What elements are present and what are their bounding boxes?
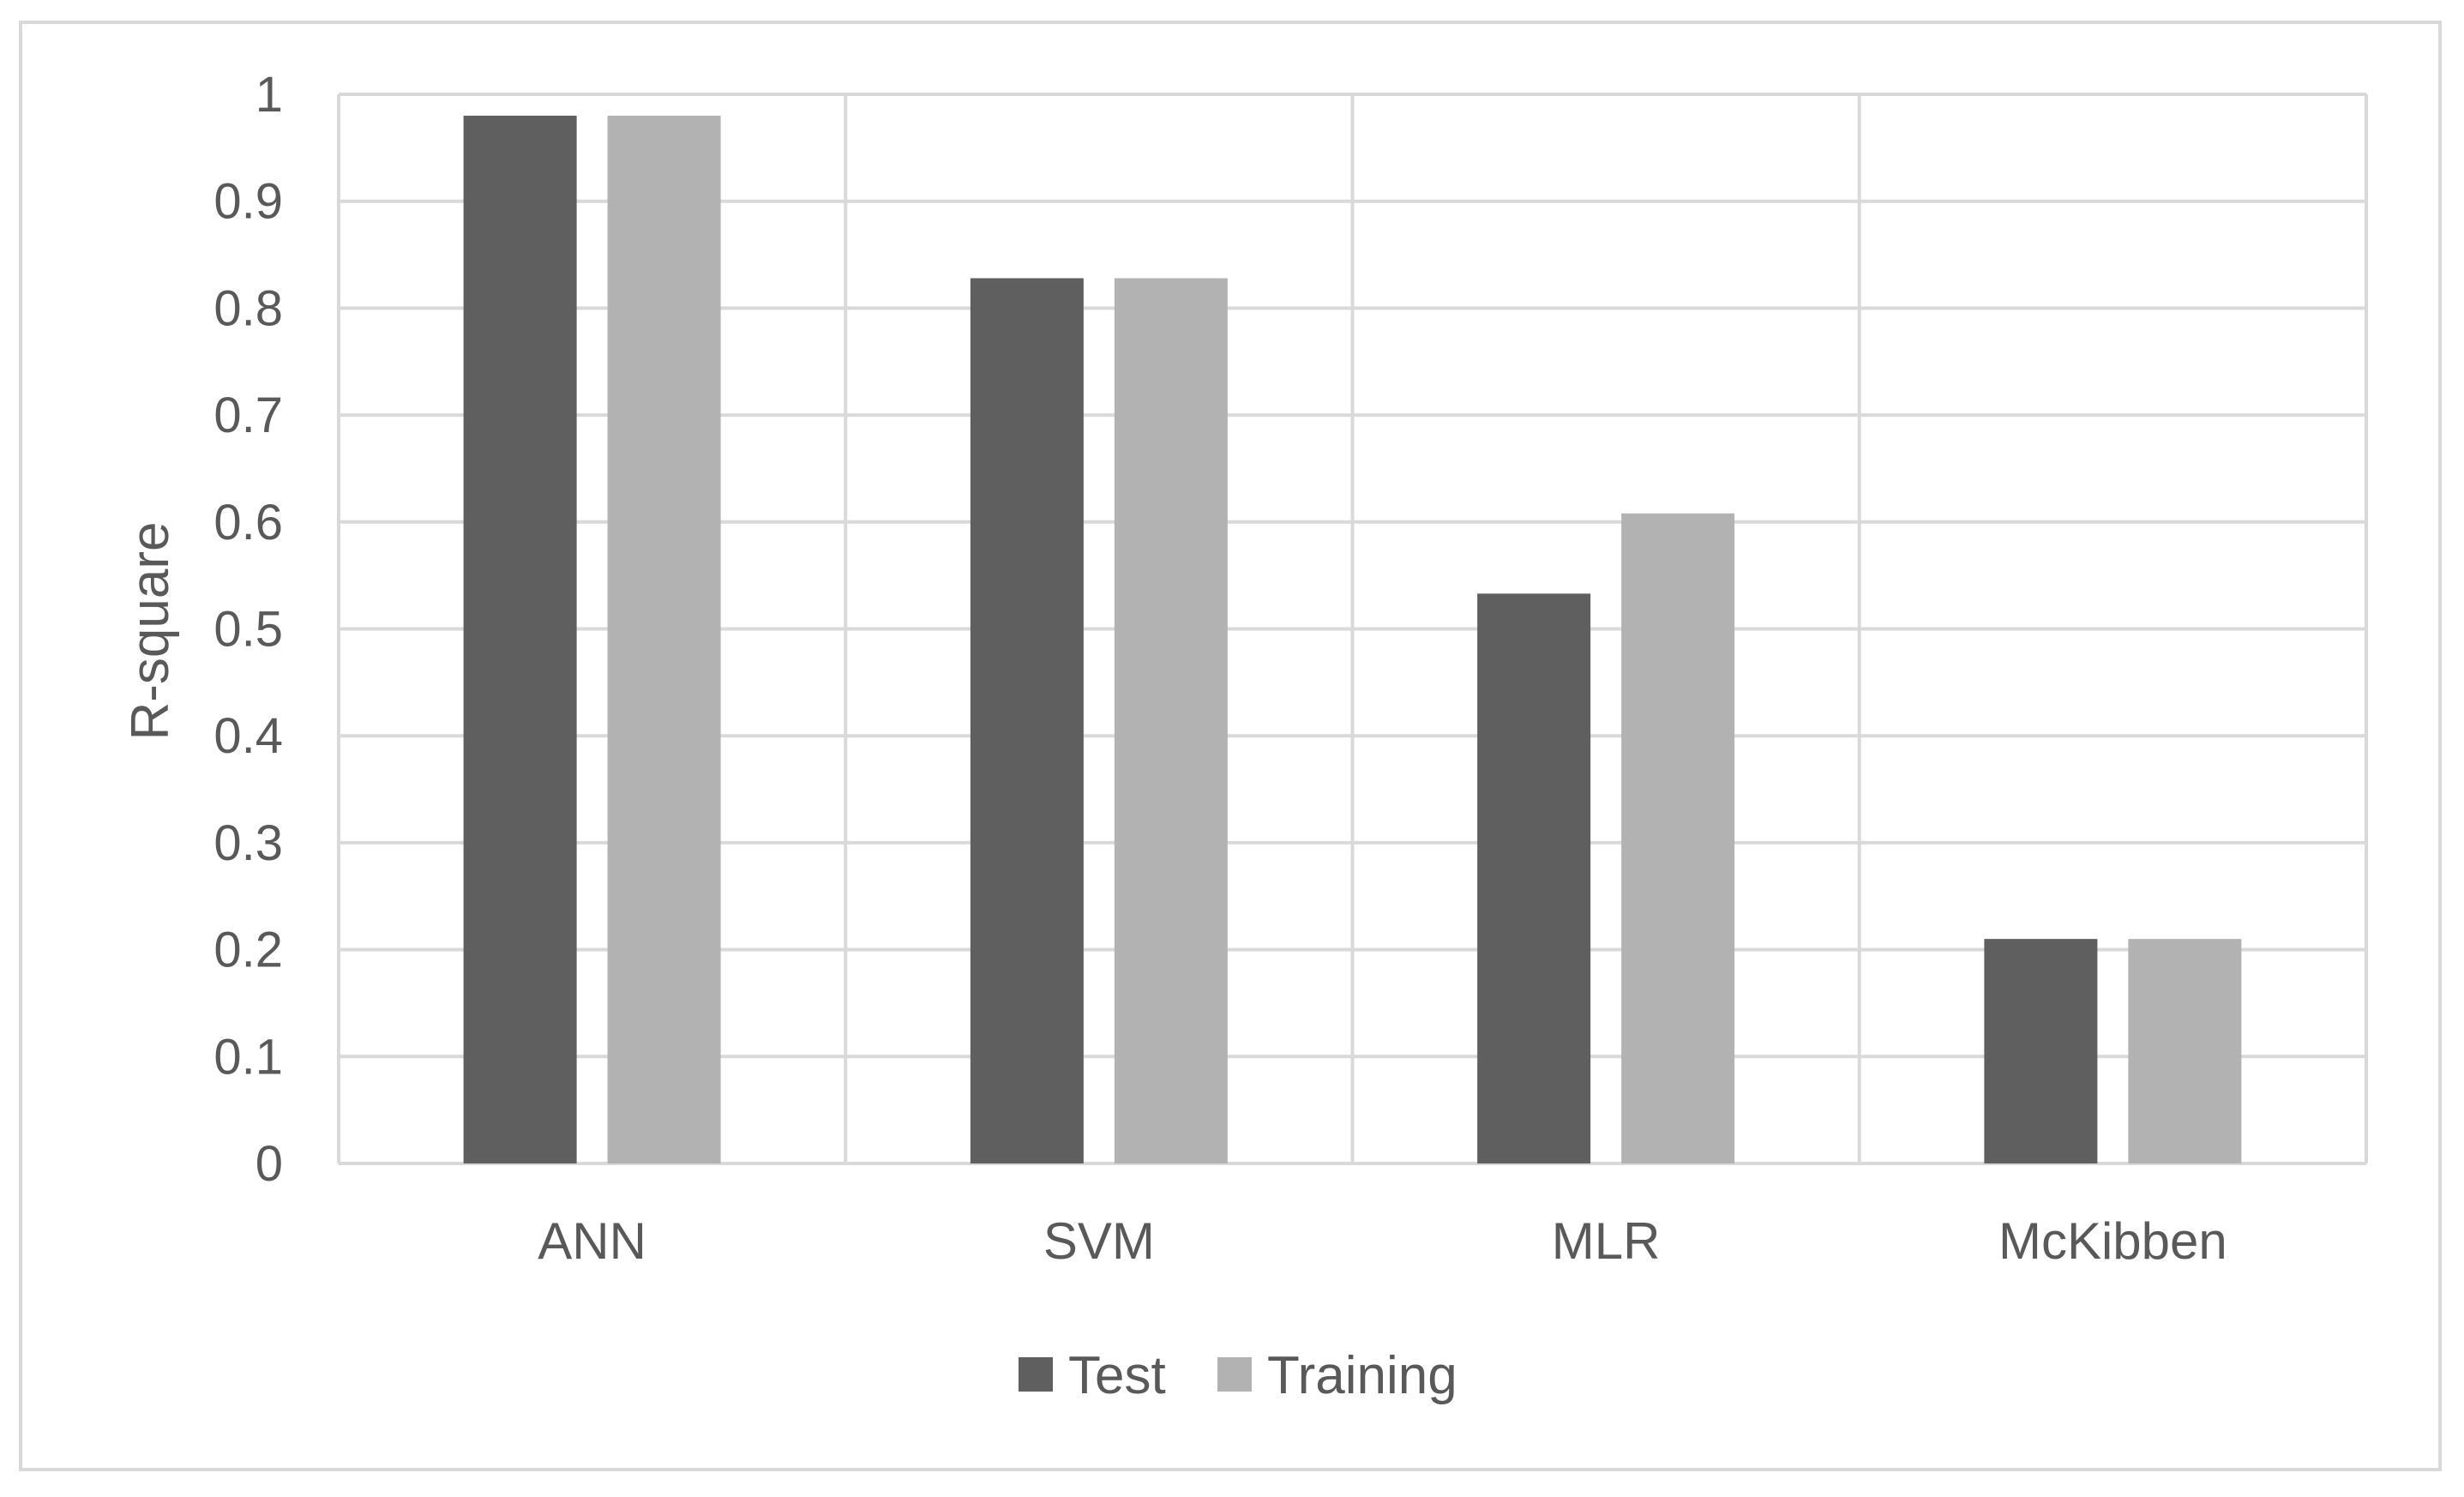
x-category-label: McKibben	[1998, 1212, 2227, 1270]
y-tick-label: 0.4	[213, 708, 283, 764]
bar-test-mlr	[1477, 593, 1591, 1163]
bar-training-svm	[1114, 278, 1228, 1163]
y-tick-label: 0.5	[213, 602, 283, 658]
legend-label-training: Training	[1267, 1346, 1457, 1405]
x-axis-categories: ANN SVM MLR McKibben	[538, 1212, 2227, 1270]
bar-training-mlr	[1621, 513, 1735, 1163]
x-category-label: MLR	[1552, 1212, 1661, 1270]
bar-layer	[463, 115, 2242, 1164]
bar-test-mckibben	[1984, 939, 2098, 1163]
x-category-label: SVM	[1043, 1212, 1155, 1270]
y-tick-label: 0.7	[213, 388, 283, 443]
bar-training-ann	[607, 115, 721, 1164]
y-axis-ticks: 0 0.1 0.2 0.3 0.4 0.5 0.6 0.7 0.8 0.9 1	[213, 67, 283, 1192]
y-tick-label: 0	[255, 1136, 283, 1192]
legend-label-test: Test	[1068, 1346, 1166, 1405]
y-tick-label: 0.1	[213, 1029, 283, 1085]
x-category-label: ANN	[538, 1212, 646, 1270]
y-tick-label: 0.2	[213, 923, 283, 978]
chart-frame	[19, 21, 2442, 1471]
y-axis-title: R-square	[121, 522, 180, 741]
bar-test-svm	[970, 278, 1084, 1163]
legend-swatch-test	[1019, 1357, 1053, 1392]
y-tick-label: 0.6	[213, 495, 283, 550]
legend-swatch-training	[1217, 1357, 1252, 1392]
y-tick-label: 0.3	[213, 815, 283, 871]
y-tick-label: 1	[255, 67, 283, 123]
legend: Test Training	[1019, 1346, 1457, 1405]
y-tick-label: 0.9	[213, 174, 283, 230]
bar-training-mckibben	[2128, 939, 2242, 1163]
bar-test-ann	[463, 115, 577, 1164]
y-tick-label: 0.8	[213, 280, 283, 336]
